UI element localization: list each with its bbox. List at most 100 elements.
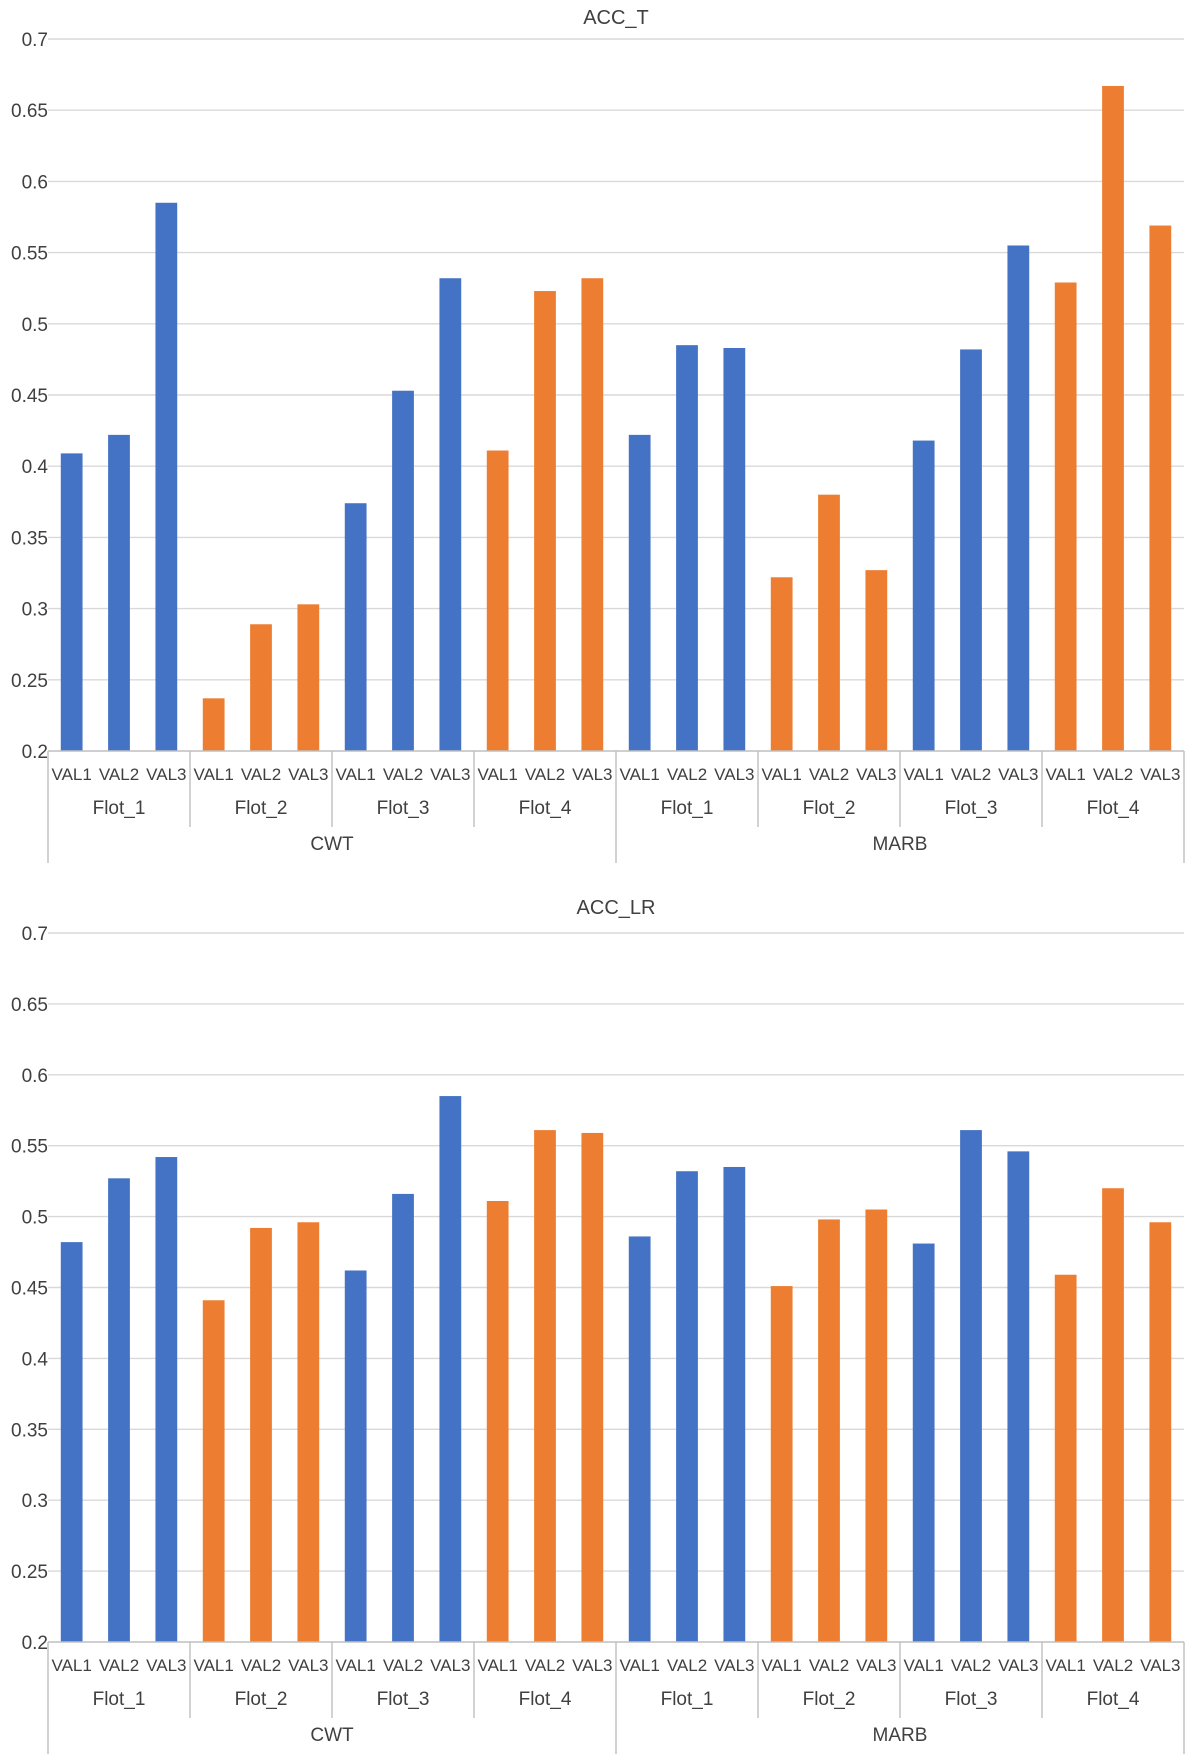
chart0-y-tick-label: 0.2 bbox=[22, 742, 48, 763]
chart1-x-tick-label: VAL3 bbox=[288, 1656, 328, 1675]
chart1-x-tick-label: VAL1 bbox=[478, 1656, 518, 1675]
chart0-bar bbox=[581, 278, 604, 751]
chart1-y-tick-label: 0.65 bbox=[11, 995, 48, 1016]
chart1-y-tick-label: 0.2 bbox=[22, 1633, 48, 1654]
chart0-x-tick-label: VAL1 bbox=[336, 765, 376, 784]
chart1-x-tick-label: VAL3 bbox=[146, 1656, 186, 1675]
chart0-x-tick-label: VAL1 bbox=[478, 765, 518, 784]
chart1-bar bbox=[1149, 1222, 1172, 1642]
chart1-bar bbox=[581, 1132, 604, 1642]
chart0-group-label: Flot_2 bbox=[803, 798, 856, 819]
chart1-x-tick-label: VAL1 bbox=[762, 1656, 802, 1675]
chart0-x-tick-label: VAL3 bbox=[288, 765, 328, 784]
chart1-x-tick-label: VAL1 bbox=[904, 1656, 944, 1675]
chart1-group-label: Flot_1 bbox=[661, 1689, 714, 1710]
chart1-x-tick-label: VAL3 bbox=[998, 1656, 1038, 1675]
chart1-y-tick-label: 0.5 bbox=[22, 1208, 48, 1229]
chart1-bar bbox=[960, 1130, 982, 1642]
chart1-x-tick-label: VAL1 bbox=[1046, 1656, 1086, 1675]
chart1-bar bbox=[202, 1300, 225, 1642]
chart0-bar bbox=[534, 291, 556, 751]
chart1-group-label: Flot_2 bbox=[235, 1689, 288, 1710]
chart1-group-label: Flot_1 bbox=[93, 1689, 146, 1710]
chart1-bar bbox=[818, 1219, 840, 1642]
chart0-x-tick-label: VAL1 bbox=[762, 765, 802, 784]
chart0-bar bbox=[960, 349, 982, 751]
chart0-y-tick-label: 0.7 bbox=[22, 30, 48, 51]
chart0-bar bbox=[344, 503, 367, 751]
chart0-bar bbox=[865, 570, 888, 751]
chart1-y-tick-label: 0.55 bbox=[11, 1137, 48, 1158]
chart0-x-tick-label: VAL3 bbox=[998, 765, 1038, 784]
chart1-bar bbox=[912, 1243, 935, 1642]
chart0-bar bbox=[1149, 225, 1172, 751]
chart0-bar bbox=[439, 278, 462, 751]
chart1-bar bbox=[486, 1201, 509, 1642]
chart1-group-label: Flot_4 bbox=[519, 1689, 572, 1710]
chart0-group-label: Flot_3 bbox=[377, 798, 430, 819]
chart1-group-label: Flot_4 bbox=[1087, 1689, 1140, 1710]
chart0-y-tick-label: 0.65 bbox=[11, 101, 48, 122]
chart0-x-tick-label: VAL3 bbox=[856, 765, 896, 784]
chart0-x-tick-label: VAL3 bbox=[714, 765, 754, 784]
chart0-bar bbox=[676, 345, 698, 751]
chart1-x-tick-label: VAL3 bbox=[430, 1656, 470, 1675]
chart1-bar bbox=[108, 1178, 130, 1642]
chart0-x-tick-label: VAL2 bbox=[951, 765, 991, 784]
chart0-group-label: Flot_4 bbox=[519, 798, 572, 819]
chart1-y-tick-label: 0.3 bbox=[22, 1491, 48, 1512]
chart1-group-label: Flot_3 bbox=[377, 1689, 430, 1710]
chart1-x-tick-label: VAL2 bbox=[809, 1656, 849, 1675]
chart1-y-tick-label: 0.4 bbox=[22, 1349, 49, 1370]
chart1-x-tick-label: VAL3 bbox=[714, 1656, 754, 1675]
chart0-y-tick-label: 0.3 bbox=[22, 600, 48, 621]
chart0-x-tick-label: VAL3 bbox=[572, 765, 612, 784]
chart1-group-label: Flot_2 bbox=[803, 1689, 856, 1710]
chart1-y-tick-label: 0.35 bbox=[11, 1420, 48, 1441]
chart0-y-tick-label: 0.35 bbox=[11, 528, 48, 549]
chart1-x-tick-label: VAL1 bbox=[194, 1656, 234, 1675]
chart0-x-tick-label: VAL2 bbox=[525, 765, 565, 784]
chart1-x-tick-label: VAL3 bbox=[1140, 1656, 1180, 1675]
chart0-bar bbox=[297, 604, 320, 751]
chart0-x-tick-label: VAL2 bbox=[99, 765, 139, 784]
chart1-x-tick-label: VAL1 bbox=[620, 1656, 660, 1675]
chart-acc-t-svg: ACC_T 0.2 0.25 0.3 0.35 0.4 0.45 0.5 0.55 0.6 0.65… bbox=[11, 7, 1185, 863]
chart1-x-tick-label: VAL2 bbox=[667, 1656, 707, 1675]
chart0-x-tick-label: VAL2 bbox=[241, 765, 281, 784]
chart1-y-tick-label: 0.7 bbox=[22, 924, 48, 945]
chart1-bar bbox=[676, 1171, 698, 1642]
chart1-y-tick-label: 0.6 bbox=[22, 1066, 48, 1087]
chart0-x-tick-label: VAL1 bbox=[52, 765, 92, 784]
chart0-group-label: Flot_3 bbox=[945, 798, 998, 819]
chart0-y-tick-label: 0.25 bbox=[11, 671, 48, 692]
chart0-bar bbox=[1102, 85, 1124, 751]
chart0-y-tick-label: 0.55 bbox=[11, 244, 48, 265]
chart0-bar bbox=[1054, 282, 1077, 751]
chart0-group-label: Flot_2 bbox=[235, 798, 288, 819]
chart0-x-tick-label: VAL1 bbox=[194, 765, 234, 784]
chart1-bar bbox=[60, 1242, 83, 1642]
chart0-bar bbox=[628, 434, 651, 751]
chart1-title: ACC_LR bbox=[577, 897, 656, 919]
chart0-group-label: Flot_1 bbox=[661, 798, 714, 819]
chart1-x-tick-label: VAL2 bbox=[241, 1656, 281, 1675]
chart0-bar bbox=[486, 450, 509, 751]
chart1-bar bbox=[439, 1096, 462, 1642]
chart1-bar bbox=[723, 1166, 746, 1642]
chart1-bar bbox=[155, 1157, 178, 1642]
chart0-bar bbox=[392, 390, 414, 751]
chart0-bar bbox=[250, 624, 272, 751]
chart-acc-lr: ACC_LR 0.2 0.25 0.3 0.35 0.4 0.45 0.5 0.55 0.6 0.6… bbox=[0, 884, 1196, 1763]
chart1-bar bbox=[297, 1222, 320, 1642]
chart1-bar bbox=[865, 1209, 888, 1642]
chart1-y-tick-label: 0.25 bbox=[11, 1562, 48, 1583]
chart-acc-t: ACC_T 0.2 0.25 0.3 0.35 0.4 0.45 0.5 0.55 0.6 0.65… bbox=[0, 0, 1196, 880]
chart0-bar bbox=[818, 494, 840, 751]
chart1-x-tick-label: VAL1 bbox=[336, 1656, 376, 1675]
chart1-bar bbox=[392, 1193, 414, 1642]
chart0-super-group-label: CWT bbox=[310, 834, 354, 855]
chart1-super-group-label: MARB bbox=[873, 1725, 928, 1746]
chart1-x-tick-label: VAL2 bbox=[525, 1656, 565, 1675]
chart0-y-tick-label: 0.5 bbox=[22, 315, 48, 336]
